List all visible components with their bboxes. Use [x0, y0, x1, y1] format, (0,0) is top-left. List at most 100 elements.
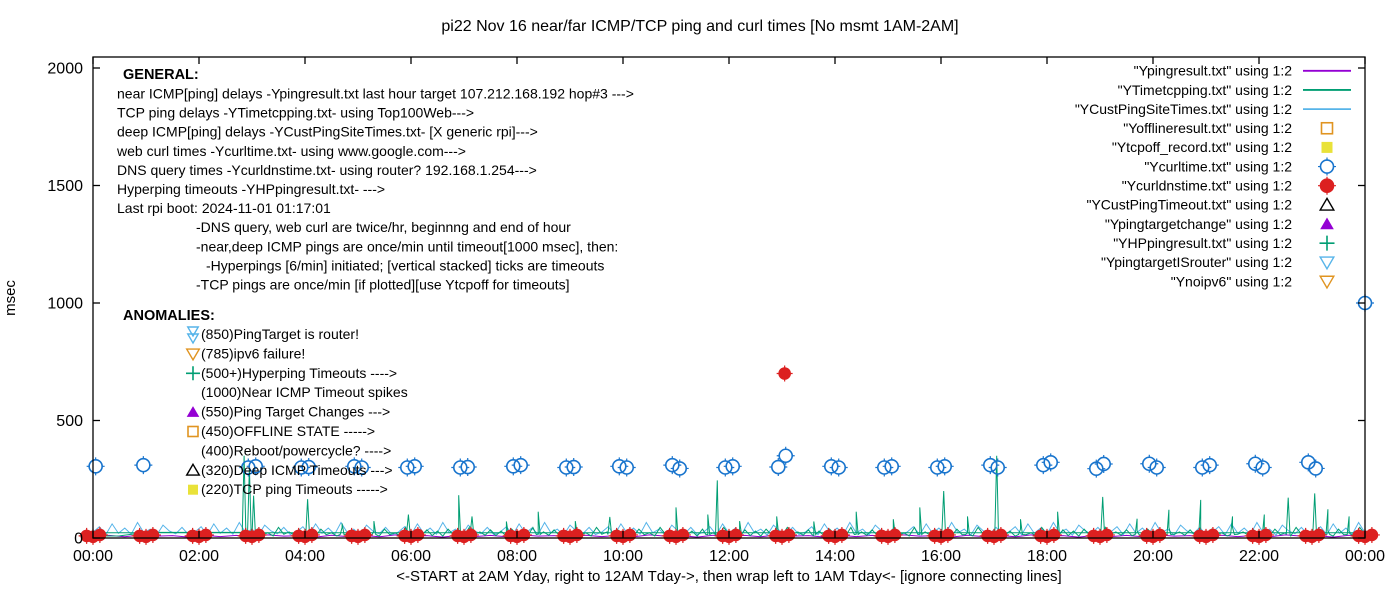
data-point: [1255, 460, 1271, 475]
data-point: [1147, 458, 1166, 477]
data-point: [829, 458, 848, 477]
data-point: [780, 526, 797, 543]
legend-marker-icon: [1320, 217, 1334, 230]
data-point: [398, 458, 417, 477]
legend-entry-label: "Ypingtargetchange" using 1:2: [1105, 216, 1292, 232]
data-point: [504, 457, 523, 476]
data-point: [511, 456, 530, 475]
x-tick-label: 16:00: [921, 548, 961, 565]
anomaly-row: (850)PingTarget is router!: [186, 326, 359, 345]
data-point: [888, 528, 902, 542]
anomaly-row: (785)ipv6 failure!: [185, 345, 305, 361]
y-tick-label: 1500: [47, 178, 83, 195]
data-point: [1247, 456, 1263, 472]
data-point: [619, 460, 635, 475]
x-tick-label: 10:00: [603, 548, 643, 565]
anomaly-marker-icon: [186, 406, 200, 417]
data-point: [1200, 456, 1219, 475]
anomaly-marker-icon: [186, 333, 200, 345]
data-point: [928, 458, 947, 477]
x-tick-label: 22:00: [1239, 548, 1279, 565]
data-point: [729, 528, 743, 542]
data-point: [250, 526, 267, 543]
legend-entry: "Ynoipv6" using 1:2: [1171, 273, 1336, 290]
data-point: [356, 526, 373, 543]
legend-entry: "YCustPingTimeout.txt" using 1:2: [1086, 197, 1336, 213]
data-point: [1194, 460, 1210, 475]
general-line: DNS query times -Ycurldnstime.txt- using…: [117, 162, 537, 178]
legend-entry-label: "Ycurltime.txt" using 1:2: [1144, 158, 1292, 174]
anomaly-text: (450)OFFLINE STATE ----->: [201, 423, 375, 439]
data-point: [464, 528, 478, 542]
x-tick-label: 02:00: [179, 548, 219, 565]
legend-entry: "YHPpingresult.txt" using 1:2: [1113, 235, 1335, 251]
data-point: [1306, 459, 1325, 478]
data-point: [513, 457, 529, 473]
anomaly-row: (320)Deep ICMP Timeouts --->: [185, 462, 393, 478]
y-tick-label: 500: [56, 413, 83, 430]
data-point: [411, 528, 425, 542]
data-point: [1206, 528, 1220, 542]
general-line: Last rpi boot: 2024-11-01 01:17:01: [117, 200, 331, 216]
x-tick-label: 14:00: [815, 548, 855, 565]
anomaly-marker-icon: [186, 366, 200, 381]
legend-marker-icon: [1321, 141, 1333, 153]
x-tick-label: 18:00: [1027, 548, 1067, 565]
x-tick-label: 08:00: [497, 548, 537, 565]
data-point: [1246, 454, 1265, 473]
data-point: [937, 459, 953, 474]
data-point: [1041, 453, 1060, 472]
data-point: [831, 460, 847, 475]
anomaly-text: (850)PingTarget is router!: [201, 326, 359, 342]
anomaly-marker-icon: [186, 326, 200, 338]
data-point: [725, 459, 741, 474]
data-point: [992, 526, 1009, 543]
data-point: [1034, 456, 1053, 475]
legend-entry: "Ycurldnstime.txt" using 1:2: [1122, 176, 1336, 195]
data-point: [778, 367, 791, 380]
legend-marker-icon: [1318, 176, 1336, 195]
data-point: [676, 528, 690, 542]
data-point: [990, 460, 1006, 475]
data-point: [144, 526, 161, 543]
anomaly-text: (500+)Hyperping Timeouts ---->: [201, 365, 397, 381]
legend-entry: "Yofflineresult.txt" using 1:2: [1123, 120, 1334, 136]
chart-title: pi22 Nov 16 near/far ICMP/TCP ping and c…: [441, 18, 958, 35]
data-point: [1043, 455, 1059, 470]
data-point: [352, 458, 371, 477]
x-axis-label: <-START at 2AM Yday, right to 12AM Tday-…: [396, 568, 1061, 585]
anomaly-marker-icon: [187, 425, 199, 438]
data-point: [776, 446, 795, 465]
data-point: [305, 528, 319, 542]
general-line: deep ICMP[ping] delays -YCustPingSiteTim…: [117, 124, 538, 140]
general-line: -DNS query, web curl are twice/hr, begin…: [196, 219, 571, 235]
data-point: [246, 457, 265, 476]
anomaly-text: (785)ipv6 failure!: [201, 345, 305, 361]
legend-entry-label: "Ypingresult.txt" using 1:2: [1134, 63, 1293, 79]
legend-entry-label: "Ytcpoff_record.txt" using 1:2: [1112, 139, 1292, 155]
data-point: [564, 458, 583, 477]
anomalies-heading: ANOMALIES:: [123, 308, 215, 324]
anomaly-text: (400)Reboot/powercycle? ---->: [201, 442, 391, 458]
data-point: [782, 528, 796, 542]
data-point: [1047, 528, 1061, 542]
general-heading: GENERAL:: [123, 67, 199, 83]
legend-entry-label: "YCustPingTimeout.txt" using 1:2: [1086, 197, 1292, 213]
legend-marker-icon: [1318, 256, 1336, 271]
data-point: [935, 457, 954, 476]
data-point: [93, 528, 107, 542]
legend-entry: "Ycurltime.txt" using 1:2: [1144, 157, 1336, 176]
data-point: [617, 458, 636, 477]
data-point: [982, 457, 998, 473]
data-point: [663, 456, 682, 475]
data-point: [458, 458, 477, 477]
data-point: [1365, 528, 1379, 542]
data-point: [1035, 457, 1051, 473]
data-point: [1153, 528, 1167, 542]
data-point: [1087, 459, 1106, 478]
data-point: [770, 459, 786, 475]
data-point: [1149, 460, 1165, 475]
data-point: [557, 458, 576, 477]
anomaly-text: (320)Deep ICMP Timeouts --->: [201, 462, 393, 478]
